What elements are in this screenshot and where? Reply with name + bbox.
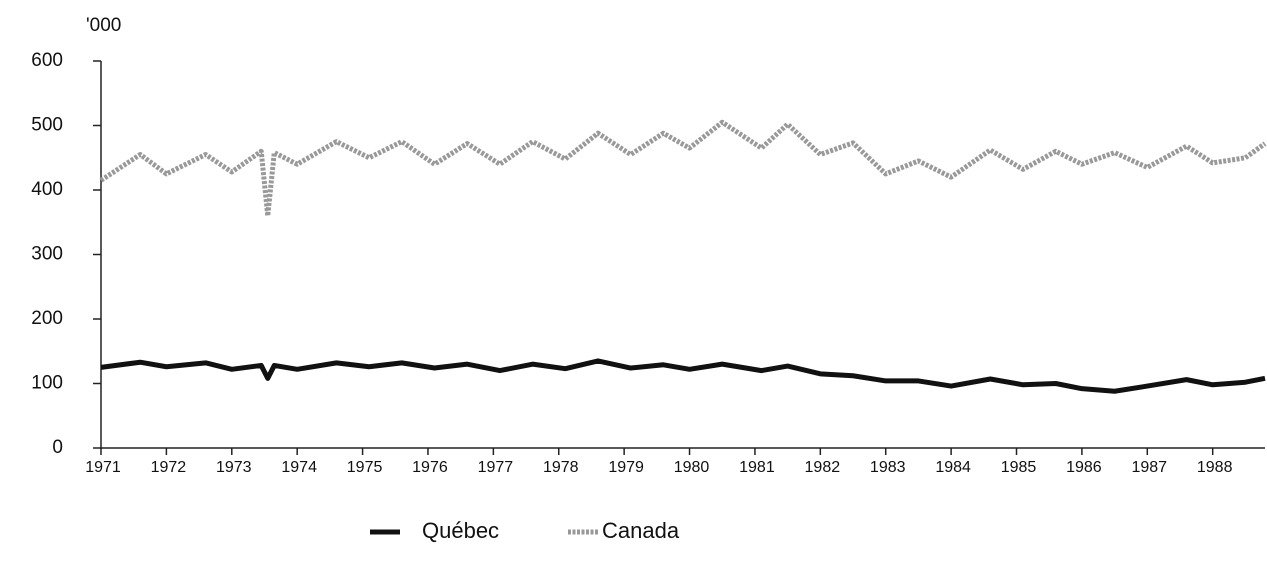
x-tick-label: 1983 (870, 459, 906, 476)
x-tick-label: 1972 (151, 459, 187, 476)
x-tick-label: 1982 (805, 459, 841, 476)
x-tick-label: 1975 (347, 459, 383, 476)
x-tick-label: 1976 (412, 459, 448, 476)
x-tick-label: 1971 (85, 459, 121, 476)
x-tick-label: 1973 (216, 459, 252, 476)
x-tick-label: 1985 (1001, 459, 1037, 476)
x-tick-label: 1981 (739, 459, 775, 476)
x-tick-label: 1988 (1197, 459, 1233, 476)
x-tick-label: 1979 (608, 459, 644, 476)
x-tick-label: 1986 (1066, 459, 1102, 476)
y-tick-label: 400 (31, 179, 63, 200)
x-tick-label: 1984 (935, 459, 971, 476)
x-tick-label: 1977 (478, 459, 514, 476)
legend-label: Québec (422, 518, 499, 543)
y-tick-label: 600 (31, 50, 63, 71)
series-line (100, 358, 1266, 394)
y-tick-label: 200 (31, 308, 63, 329)
x-tick-label: 1978 (543, 459, 579, 476)
y-tick-label: 100 (31, 373, 63, 394)
x-tick-label: 1980 (674, 459, 710, 476)
y-axis-label: '000 (86, 15, 121, 36)
y-tick-label: 300 (31, 244, 63, 265)
x-tick-label: 1974 (281, 459, 317, 476)
y-tick-label: 0 (52, 437, 63, 458)
x-tick-label: 1987 (1131, 459, 1167, 476)
legend-label: Canada (602, 518, 680, 543)
series-line (99, 119, 1267, 219)
y-tick-label: 500 (31, 115, 63, 136)
